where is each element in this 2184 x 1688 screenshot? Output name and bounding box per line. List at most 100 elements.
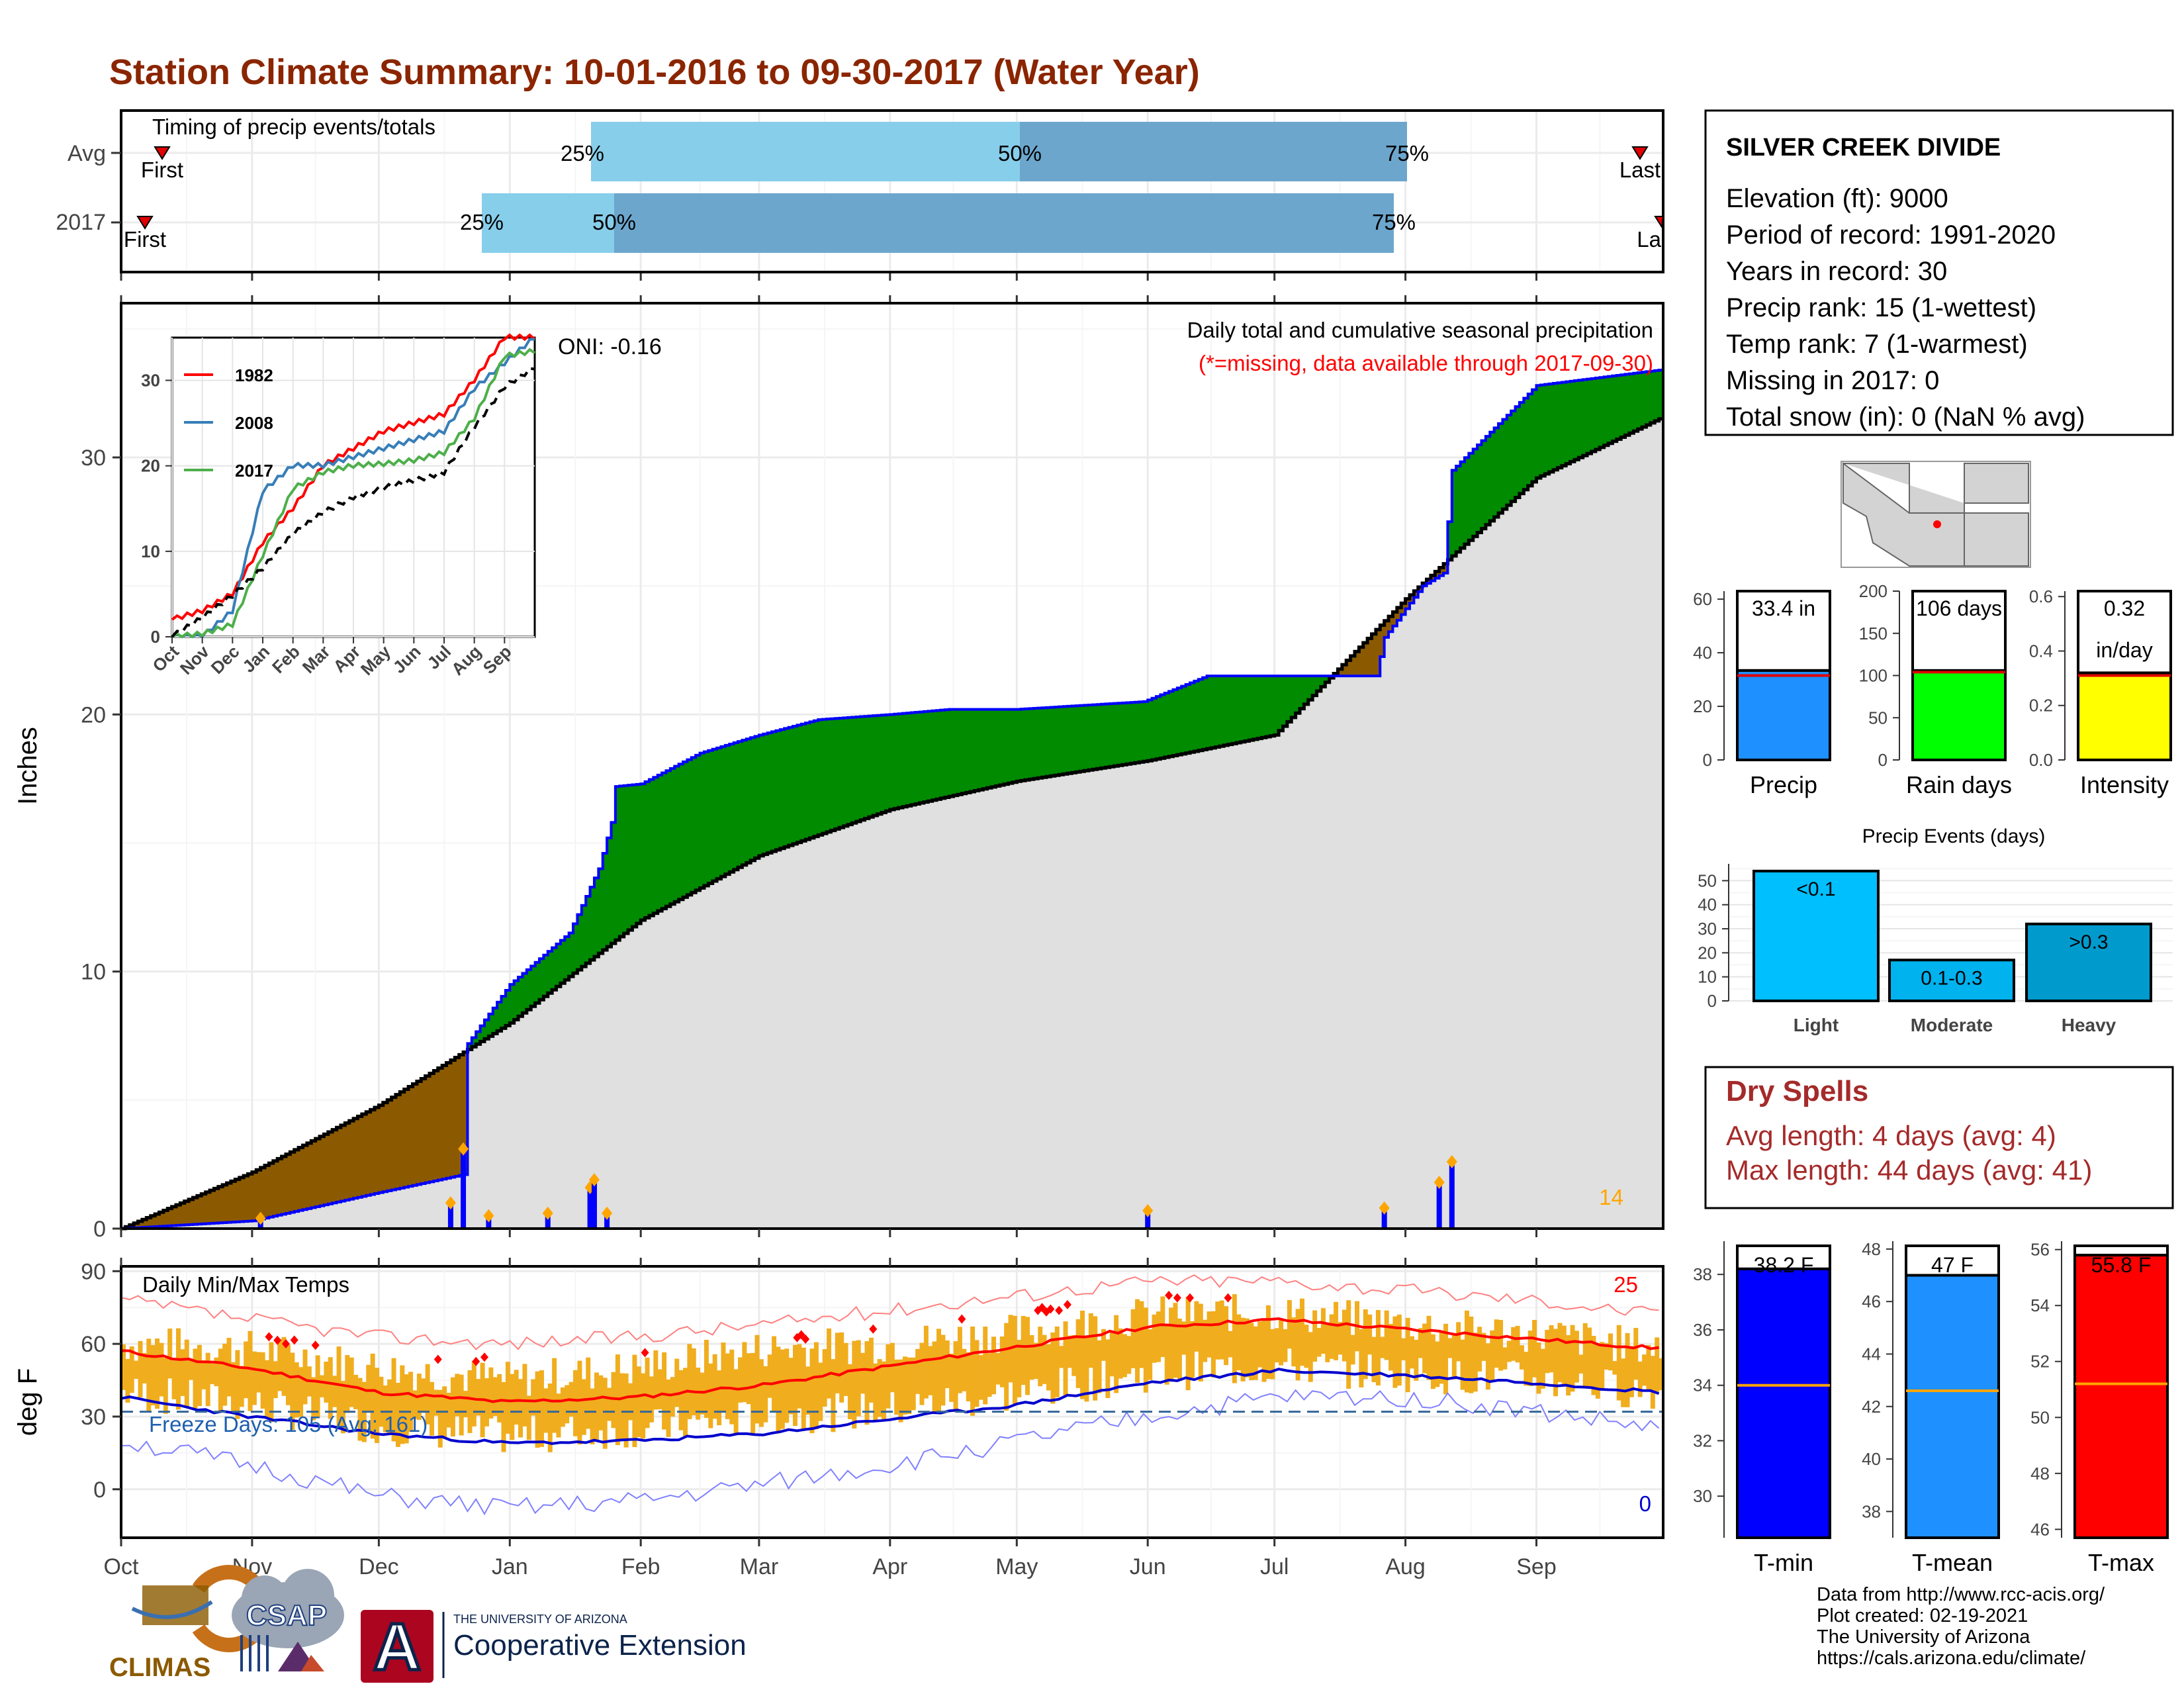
inset-legend-label: 2008 [235,413,273,433]
daily-precip-marker [602,1206,613,1220]
timing-row-label-2017: 2017 [56,210,106,235]
record-low-line [120,1389,1660,1516]
precip-events-panel: Precip Events (days) 0 10 20 30 40 50 <0.1 Ligh… [1698,825,2173,1035]
precip-ytick-label: 0 [93,1217,106,1242]
events-ytick-label: 0 [1707,991,1717,1011]
temp-count-low: 0 [1639,1491,1651,1516]
record-high-marker [958,1314,966,1324]
pct-label-avg-25: 25% [561,141,604,165]
precip-ytick-label: 10 [81,960,106,985]
daily-precip-marker [1142,1203,1154,1217]
inset-legend-label: 2017 [235,461,273,481]
station-info-box: SILVER CREEK DIVIDE Elevation (ft): 9000… [1704,109,2174,436]
record-high-marker [801,1334,810,1344]
daily-precip-marker [588,1173,600,1187]
month-label: Aug [1385,1554,1426,1579]
first-marker-2017 [136,216,154,230]
temp-value-bar [1905,1274,2000,1539]
summary-ytick-label: 0.0 [2029,750,2053,770]
summary-ytick-label: 200 [1859,581,1888,601]
map-states [1843,462,2029,567]
inset-line-2017 [171,348,536,639]
month-label: Jan [492,1554,528,1579]
timing-row-label-avg: Avg [68,141,106,166]
station-info-line: Years in record: 30 [1726,257,1947,286]
station-info-line: Elevation (ft): 9000 [1726,184,1948,213]
month-label: Jul [1260,1554,1289,1579]
record-high-marker [869,1324,878,1334]
pct-label-2017-50: 50% [592,210,636,234]
last-marker-avg [1631,146,1649,160]
temp-count-high: 25 [1614,1272,1638,1297]
temp-value-label: 38.2 F [1754,1253,1814,1277]
dry-spells-title: Dry Spells [1726,1075,1868,1107]
temp-value-label: 47 F [1931,1253,1974,1277]
record-high-marker [1165,1290,1173,1300]
precip-missing-note: (*=missing, data available through 2017-… [1199,351,1653,375]
temp-ytick-label: 30 [81,1405,106,1430]
freeze-days-label: Freeze Days: 105 (Avg: 161) [149,1412,428,1436]
record-high-marker [641,1348,649,1358]
daily-precip-marker [483,1209,494,1223]
temp-bar-t-max: 46 48 50 52 54 56 55.8 F T-max [2030,1240,2169,1576]
locator-map [1841,461,2031,568]
record-high-marker [480,1352,488,1362]
dry-spells-avg: Avg length: 4 days (avg: 4) [1726,1120,2056,1151]
record-high-marker [281,1339,290,1349]
event-bar [1752,869,1880,1003]
summary-bar-label: Rain days [1906,771,2012,798]
temp-bar-ytick-label: 34 [1693,1376,1712,1395]
daily-precip-bar [1436,1182,1442,1229]
precip-deficit-area [125,563,1448,1229]
events-ytick-label: 50 [1698,870,1717,890]
temp-bar-ytick-label: 36 [1693,1320,1712,1340]
precip-ytick-label: 30 [81,445,106,471]
precip-note: Daily total and cumulative seasonal prec… [1187,318,1653,342]
inset-line-average [171,367,535,638]
summary-ytick-label: 0.2 [2029,696,2053,716]
summary-ytick-label: 20 [1693,696,1712,716]
temp-ytick-label: 60 [81,1332,106,1357]
daily-precip-bar [591,1180,597,1229]
precip-ylabel: Inches [13,727,42,805]
footer-credits: Data from http://www.rcc-acis.org/ Plot … [1817,1584,2105,1669]
last-label-avg: Last [1619,158,1661,182]
events-ytick-label: 40 [1698,895,1717,915]
summary-label-box [1911,590,2007,672]
temp-bar-ytick-label: 38 [1862,1501,1881,1521]
daily-precip-marker [1446,1155,1457,1169]
event-bar-light: <0.1 Light [1752,869,1880,1035]
station-info-line: Precip rank: 15 (1-wettest) [1726,293,2036,322]
inset-line-2008 [171,338,535,639]
record-high-marker [290,1335,298,1345]
last-label-2017: La [1637,227,1661,252]
temp-bar-ytick-label: 30 [1693,1486,1712,1506]
summary-value-label: 106 days [1916,596,2002,620]
event-bar-value: <0.1 [1796,878,1835,900]
timing-panel: Timing of precip events/totals Avg 2017 … [56,109,1664,303]
temp-bar-ytick-label: 48 [2030,1464,2050,1483]
summary-ytick-label: 150 [1859,624,1888,643]
obs-cumulative-line [121,368,1663,1230]
summary-value-label-2: in/day [2096,638,2152,662]
summary-label-box [2077,590,2172,675]
events-title: Precip Events (days) [1862,825,2046,847]
first-label-2017: First [124,227,166,252]
record-high-line [120,1274,1659,1350]
pct-label-avg-50: 50% [998,141,1042,165]
first-label-avg: First [141,158,183,182]
station-info-line: Temp rank: 7 (1-warmest) [1726,330,2028,359]
event-bar-label: Moderate [1911,1015,1993,1035]
temp-bar-ytick-label: 46 [2030,1519,2050,1539]
ua-small-text: THE UNIVERSITY OF ARIZONA [453,1613,627,1626]
temp-value-bar [1736,1267,1831,1539]
temp-bar-ytick-label: 42 [1862,1397,1881,1417]
month-label: Jun [1130,1554,1166,1579]
summary-ytick-label: 0 [1878,750,1888,770]
daily-precip-marker [1379,1201,1390,1215]
inset-legend-label: 1982 [235,365,273,385]
temp-bar-ytick-label: 52 [2030,1352,2050,1372]
precip-surplus-area [467,369,1663,1050]
daily-precip-bar [447,1203,453,1229]
